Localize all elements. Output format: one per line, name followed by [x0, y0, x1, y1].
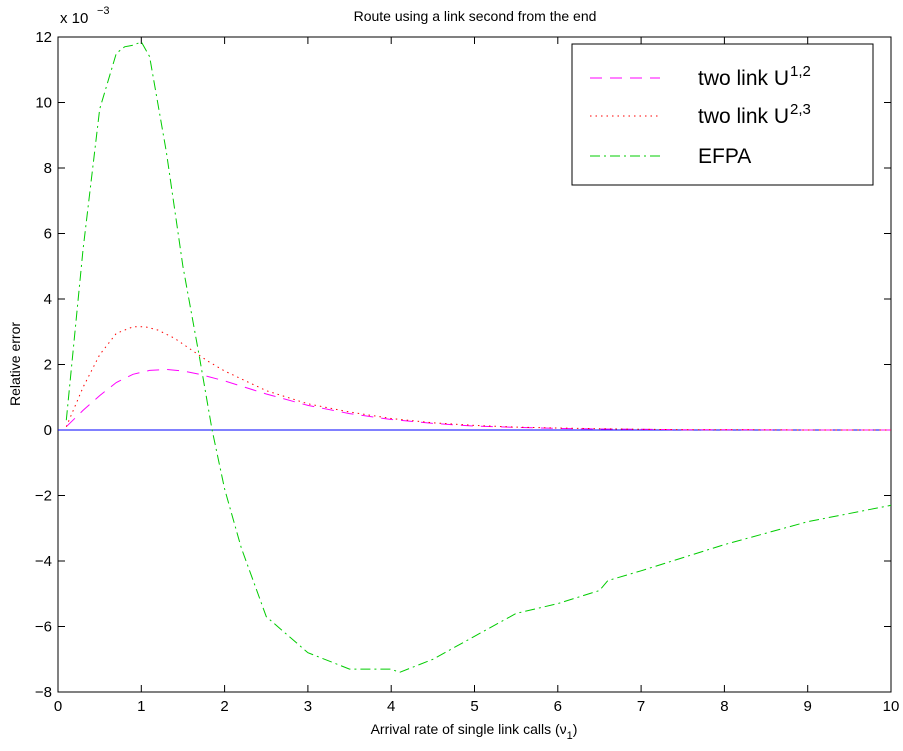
legend-entry-subscript: 2,3: [790, 101, 811, 118]
y-tick-label: −4: [35, 553, 52, 570]
x-axis-label-symbol: ν: [560, 721, 567, 737]
x-tick-label: 10: [883, 698, 900, 715]
legend-box: [571, 43, 874, 186]
x-tick-label: 5: [470, 698, 478, 715]
legend-entry-label: two link U2,3: [698, 101, 811, 128]
x-tick-label: 4: [387, 698, 395, 715]
x-tick-label: 3: [304, 698, 312, 715]
legend-entry-name: two link U: [698, 105, 789, 128]
series-layer: [58, 41, 892, 673]
y-tick-label: −2: [35, 488, 52, 505]
y-exponent-power: −3: [97, 5, 110, 17]
y-tick-label: 2: [44, 357, 52, 374]
y-axis-label: Relative error: [7, 322, 23, 406]
legend-entry-subscript: 1,2: [790, 63, 811, 80]
y-tick-label: 10: [35, 95, 52, 112]
x-axis: 0 1 2 3 4 5 6 7 8 9 10: [54, 37, 900, 715]
y-tick-label: 6: [44, 226, 52, 243]
x-tick-label: 0: [54, 698, 62, 715]
x-tick-label: 6: [554, 698, 562, 715]
y-tick-label: 4: [44, 291, 52, 308]
x-axis-label: Arrival rate of single link calls (ν1): [371, 721, 578, 742]
x-tick-label: 7: [637, 698, 645, 715]
x-axis-label-suffix: ): [573, 721, 578, 737]
y-tick-label: 12: [35, 29, 52, 46]
y-tick-label: 0: [44, 422, 52, 439]
legend-entry-label: two link U1,2: [698, 63, 811, 90]
x-tick-label: 8: [720, 698, 728, 715]
x-tick-label: 1: [137, 698, 145, 715]
x-tick-label: 2: [220, 698, 228, 715]
y-exponent-label: x 10 −3: [60, 5, 110, 27]
x-tick-label: 9: [804, 698, 812, 715]
series-line-efpa: [65, 41, 892, 673]
legend-entry-name: EFPA: [698, 145, 751, 168]
chart-title: Route using a link second from the end: [354, 8, 597, 24]
y-tick-label: −8: [35, 684, 52, 701]
series-line-two-link-u2-3: [65, 326, 891, 431]
y-tick-label: −6: [35, 619, 52, 636]
y-tick-label: 8: [44, 160, 52, 177]
legend-entry-name: two link U: [698, 67, 789, 90]
y-axis: −8 −6 −4 −2 0 2 4 6 8 10 12: [35, 29, 891, 701]
legend-entry-label: EFPA: [698, 145, 751, 168]
series-line-two-link-u1-2: [65, 368, 891, 431]
y-exponent-base: x 10: [60, 10, 88, 27]
x-axis-label-text: Arrival rate of single link calls (: [371, 721, 560, 737]
x-axis-label-subscript: 1: [567, 730, 573, 742]
